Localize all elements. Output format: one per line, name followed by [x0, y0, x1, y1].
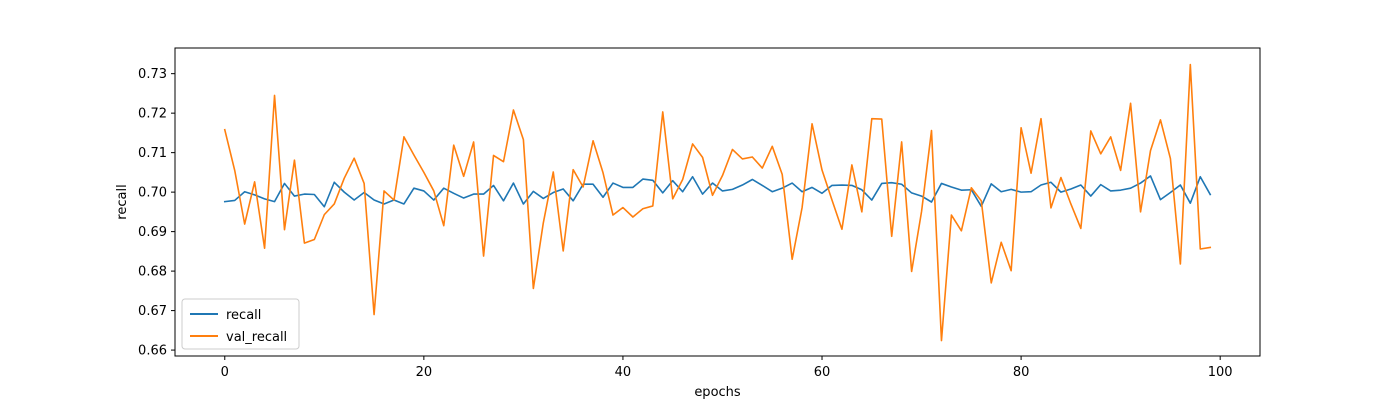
legend-label-recall: recall [226, 308, 261, 323]
y-tick-label-0.66: 0.66 [138, 344, 167, 359]
series-line-val-recall [223, 63, 1212, 342]
y-axis-label: recall [115, 184, 130, 219]
y-tick-label-0.73: 0.73 [138, 67, 167, 82]
x-tick-label-0: 0 [221, 365, 229, 380]
legend: recall val_recall [181, 298, 300, 350]
y-axis-ticks: 0.66 0.67 0.68 0.69 0.70 0.71 0.72 0.73 [138, 67, 175, 359]
series-layer [223, 63, 1212, 342]
y-tick-label-0.70: 0.70 [138, 186, 167, 201]
axes-frame [174, 47, 1261, 357]
y-tick-label-0.67: 0.67 [138, 304, 167, 319]
x-tick-label-80: 80 [1013, 365, 1030, 380]
x-tick-label-20: 20 [416, 365, 433, 380]
y-tick-label-0.71: 0.71 [138, 146, 167, 161]
x-axis-label: epochs [694, 385, 741, 400]
x-tick-label-40: 40 [615, 365, 632, 380]
x-tick-label-100: 100 [1208, 365, 1233, 380]
y-tick-label-0.72: 0.72 [138, 107, 167, 122]
x-axis-ticks: 0 20 40 60 80 100 [221, 356, 1233, 380]
x-tick-label-60: 60 [814, 365, 831, 380]
y-tick-label-0.68: 0.68 [138, 265, 167, 280]
legend-label-val-recall: val_recall [226, 330, 287, 345]
y-tick-label-0.69: 0.69 [138, 225, 167, 240]
